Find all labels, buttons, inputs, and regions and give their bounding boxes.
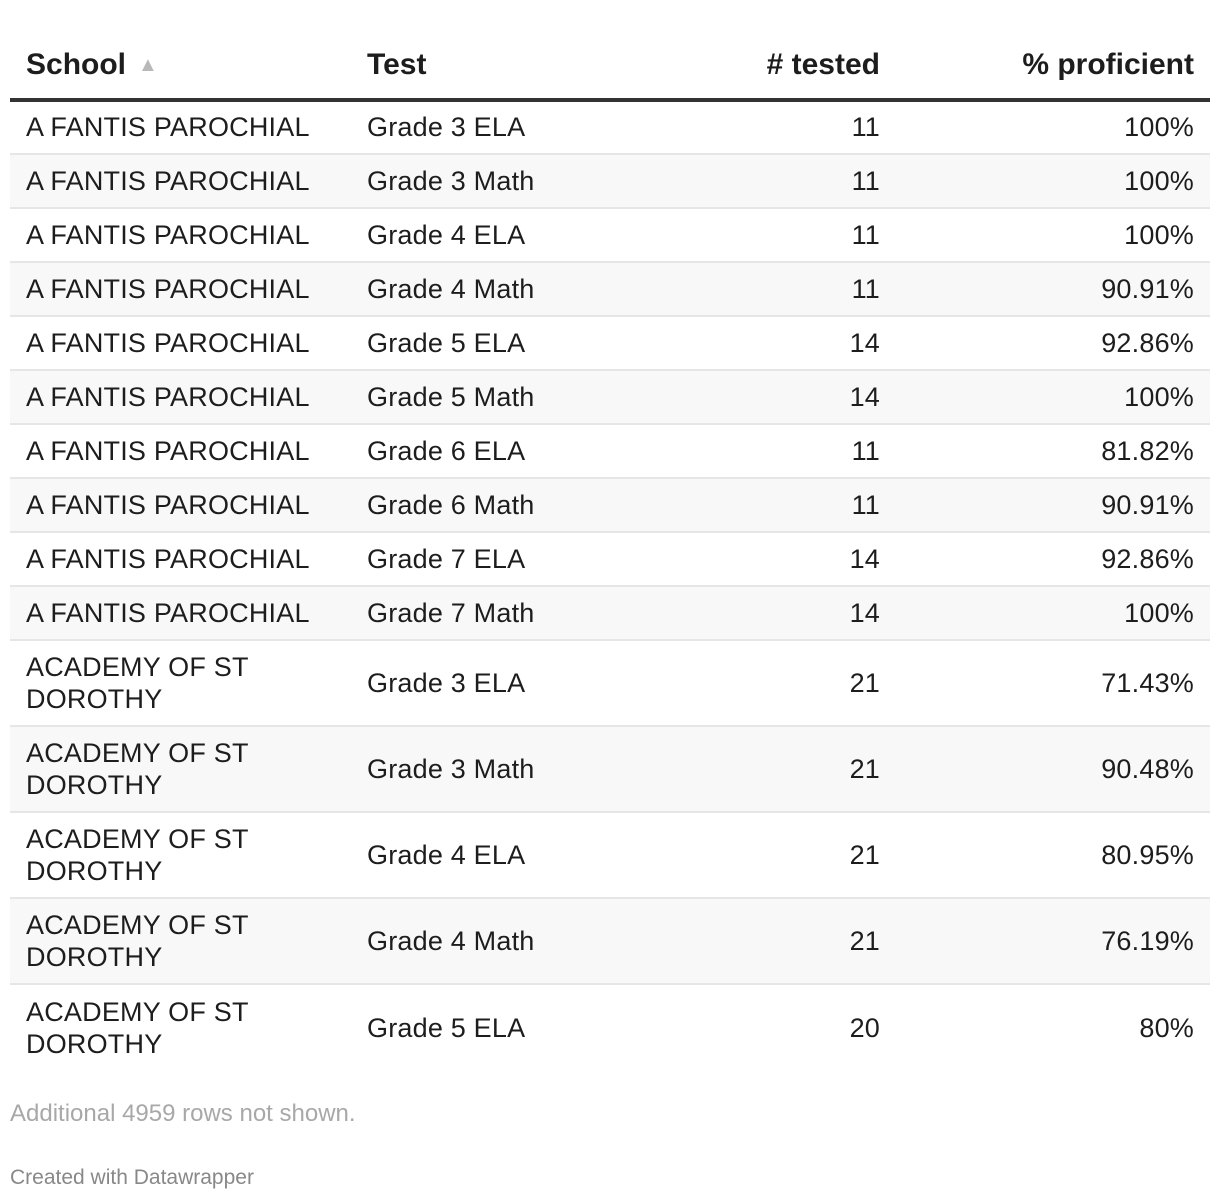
cell-proficient: 80% [1139,1012,1194,1043]
cell-proficient: 100% [896,100,1210,155]
cell-tested: 21 [691,898,896,985]
cell-tested: 11 [691,424,896,479]
cell-test: Grade 3 Math [351,726,691,813]
table-row: A FANTIS PAROCHIAL Grade 4 ELA 11 100% [10,208,1210,263]
cell-test: Grade 5 Math [351,370,691,425]
cell-test: Grade 7 ELA [351,532,691,587]
cell-school: A FANTIS PAROCHIAL [10,586,351,641]
cell-school: A FANTIS PAROCHIAL [10,532,351,587]
cell-proficient: 81.82% [896,424,1210,479]
datawrapper-table: School ▲ Test # tested % proficient A FAN… [10,0,1210,1190]
cell-tested: 11 [691,154,896,209]
cell-proficient: 100% [896,208,1210,263]
column-header-test-label: Test [367,48,427,81]
cell-tested: 14 [691,370,896,425]
cell-school: A FANTIS PAROCHIAL [10,316,351,371]
cell-test: Grade 4 ELA [351,208,691,263]
header-row: School ▲ Test # tested % proficient [10,0,1210,102]
cell-proficient: 100% [896,586,1210,641]
column-header-school-label: School [26,48,127,81]
cell-tested: 11 [691,208,896,263]
cell-school: ACADEMY OF ST DOROTHY [10,726,351,813]
cell-tested: 14 [691,316,896,371]
cell-school: A FANTIS PAROCHIAL [10,424,351,479]
rows-not-shown-note: Additional 4959 rows not shown. [10,1100,356,1127]
cell-school: ACADEMY OF ST DOROTHY [10,640,351,727]
table-row: ACADEMY OF ST DOROTHY Grade 5 ELA 20 80% [10,984,1210,1070]
cell-school: ACADEMY OF ST DOROTHY [10,812,351,899]
cell-school: ACADEMY OF ST DOROTHY [26,996,249,1059]
cell-tested: 11 [691,478,896,533]
cell-tested: 21 [691,726,896,813]
table-header: School ▲ Test # tested % proficient [10,0,1210,102]
table-row: ACADEMY OF ST DOROTHY Grade 4 ELA 21 80.95% [10,812,1210,899]
cell-test: Grade 5 ELA [351,316,691,371]
cell-school: A FANTIS PAROCHIAL [10,478,351,533]
cell-tested: 21 [691,640,896,727]
cell-tested: 20 [849,1012,880,1043]
table-body: A FANTIS PAROCHIAL Grade 3 ELA 11 100% A FA… [10,100,1210,1070]
cell-tested: 21 [691,812,896,899]
cell-test: Grade 3 ELA [351,640,691,727]
column-header-proficient-label: % proficient [1022,48,1194,81]
cell-school: ACADEMY OF ST DOROTHY [10,898,351,985]
cell-school: A FANTIS PAROCHIAL [10,154,351,209]
cell-tested: 11 [691,100,896,155]
cell-proficient: 90.91% [896,262,1210,317]
cell-test: Grade 4 Math [351,262,691,317]
column-header-tested-label: # tested [766,48,880,81]
cell-test: Grade 3 Math [351,154,691,209]
table-row: A FANTIS PAROCHIAL Grade 6 ELA 11 81.82% [10,424,1210,479]
cell-test: Grade 3 ELA [351,100,691,155]
cell-proficient: 92.86% [896,532,1210,587]
data-table: School ▲ Test # tested % proficient A FAN… [10,0,1210,1070]
cell-proficient: 80.95% [896,812,1210,899]
cell-tested: 14 [691,532,896,587]
table-row: ACADEMY OF ST DOROTHY Grade 3 Math 21 90.48… [10,726,1210,813]
table-row: A FANTIS PAROCHIAL Grade 5 Math 14 100% [10,370,1210,425]
cell-proficient: 100% [896,370,1210,425]
column-header-tested[interactable]: # tested [691,0,896,102]
column-header-proficient[interactable]: % proficient [896,0,1210,102]
column-header-test[interactable]: Test [351,0,691,102]
table-row: A FANTIS PAROCHIAL Grade 3 ELA 11 100% [10,100,1210,155]
cell-proficient: 100% [896,154,1210,209]
cell-school: A FANTIS PAROCHIAL [10,208,351,263]
cell-proficient: 90.91% [896,478,1210,533]
table-row: A FANTIS PAROCHIAL Grade 5 ELA 14 92.86% [10,316,1210,371]
cell-proficient: 76.19% [896,898,1210,985]
table-row: ACADEMY OF ST DOROTHY Grade 4 Math 21 76.19… [10,898,1210,985]
cell-proficient: 90.48% [896,726,1210,813]
datawrapper-credit: Created with Datawrapper [10,1166,254,1189]
cell-test: Grade 4 ELA [351,812,691,899]
cell-proficient: 71.43% [896,640,1210,727]
cell-test: Grade 6 Math [351,478,691,533]
cell-school: A FANTIS PAROCHIAL [10,370,351,425]
cell-proficient: 92.86% [896,316,1210,371]
cell-tested: 14 [691,586,896,641]
table-row: A FANTIS PAROCHIAL Grade 6 Math 11 90.91% [10,478,1210,533]
sort-ascending-icon[interactable]: ▲ [138,54,158,76]
cell-school: A FANTIS PAROCHIAL [10,262,351,317]
cell-tested: 11 [691,262,896,317]
table-row: A FANTIS PAROCHIAL Grade 4 Math 11 90.91% [10,262,1210,317]
column-header-school[interactable]: School ▲ [10,0,351,102]
table-row: A FANTIS PAROCHIAL Grade 3 Math 11 100% [10,154,1210,209]
cell-test: Grade 5 ELA [367,1012,526,1043]
table-row: A FANTIS PAROCHIAL Grade 7 Math 14 100% [10,586,1210,641]
cell-school: A FANTIS PAROCHIAL [10,100,351,155]
cell-test: Grade 7 Math [351,586,691,641]
table-row: ACADEMY OF ST DOROTHY Grade 3 ELA 21 71.43% [10,640,1210,727]
cell-test: Grade 6 ELA [351,424,691,479]
cell-test: Grade 4 Math [351,898,691,985]
table-row: A FANTIS PAROCHIAL Grade 7 ELA 14 92.86% [10,532,1210,587]
